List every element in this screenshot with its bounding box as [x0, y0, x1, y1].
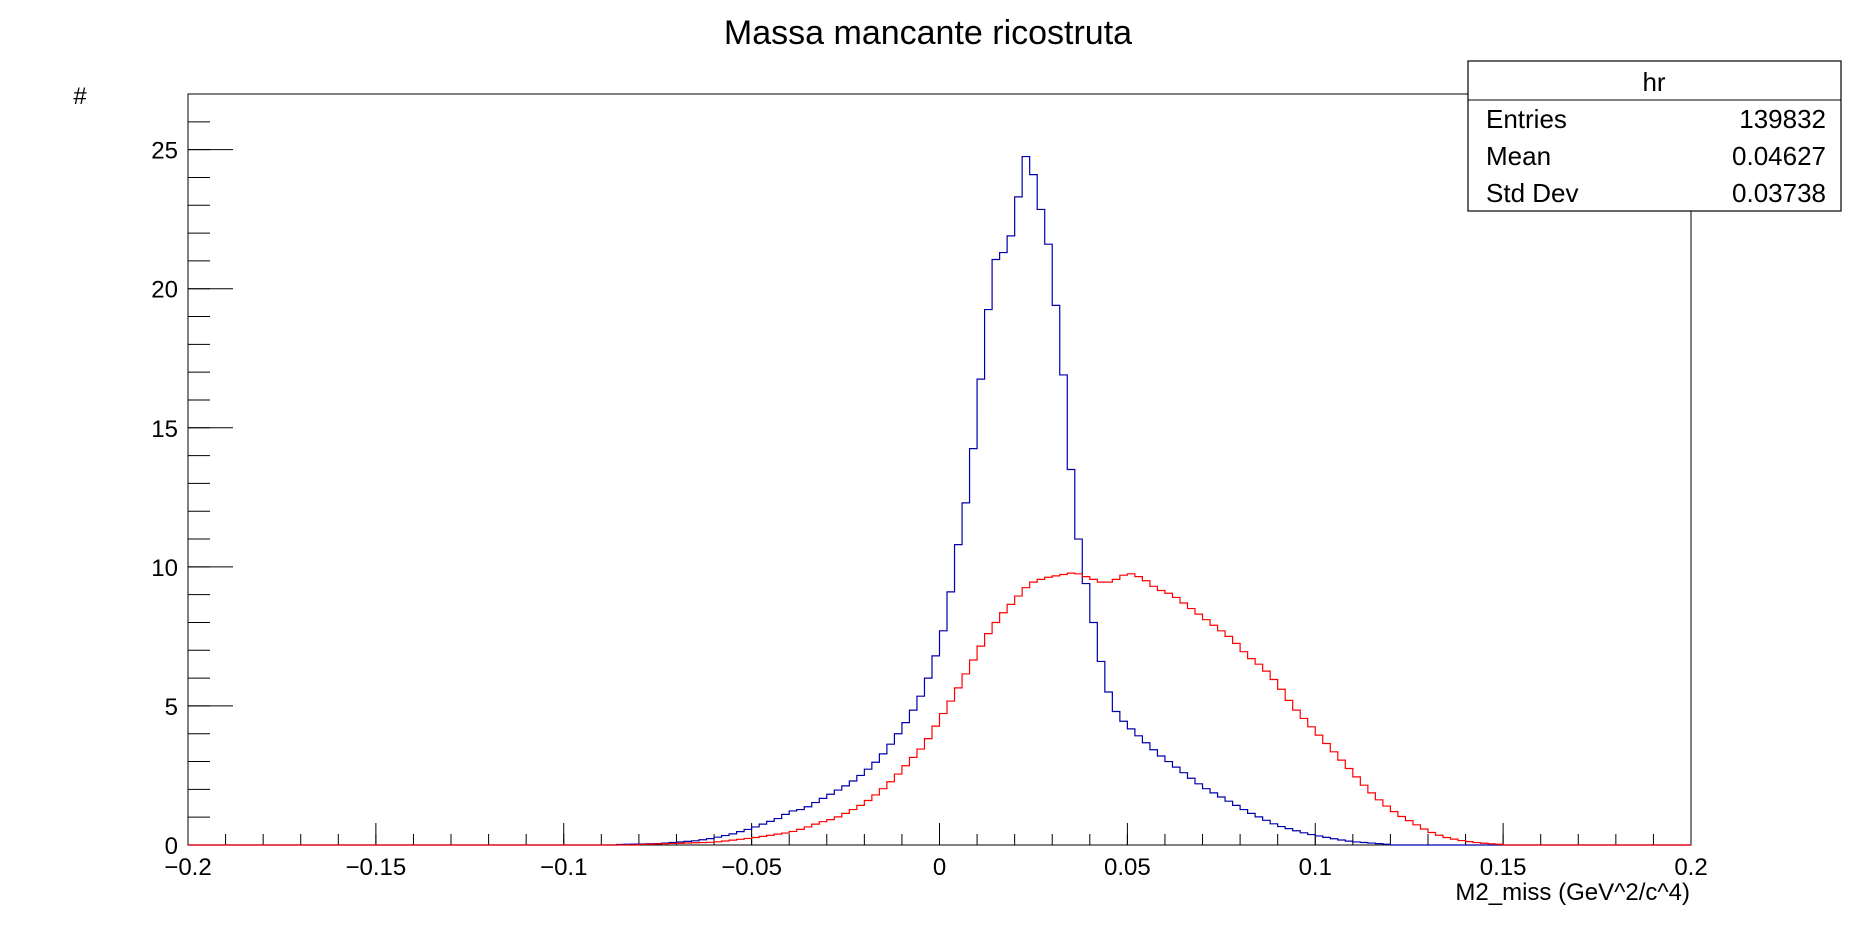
stats-mean-value: 0.04627 — [1732, 141, 1826, 171]
y-tick-label: 20 — [151, 277, 178, 304]
x-tick-label: 0 — [933, 854, 946, 881]
stats-stddev-value: 0.03738 — [1732, 178, 1826, 208]
histogram-series-1 — [188, 572, 1691, 846]
stats-box-frame — [1467, 60, 1842, 212]
x-tick-label: −0.15 — [346, 854, 407, 881]
x-tick-label: −0.1 — [540, 854, 587, 881]
y-tick-label: 0 — [165, 833, 178, 860]
stats-entries-value: 139832 — [1739, 104, 1826, 134]
x-tick-label: 0.1 — [1299, 854, 1332, 881]
stats-box: hr Entries 139832 Mean 0.04627 Std Dev 0… — [1467, 60, 1842, 212]
y-tick-label: 15 — [151, 416, 178, 443]
plot-frame — [187, 93, 1692, 846]
y-axis-label: # — [73, 83, 87, 110]
stats-stddev-label: Std Dev — [1486, 178, 1579, 208]
y-tick-label: 25 — [151, 138, 178, 165]
stats-entries-label: Entries — [1486, 104, 1567, 134]
histogram-series — [188, 155, 1691, 846]
chart-title: Massa mancante ricostruta — [724, 14, 1132, 52]
y-tick-label: 10 — [151, 555, 178, 582]
x-tick-label: 0.2 — [1674, 854, 1707, 881]
y-tick-label: 5 — [165, 694, 178, 721]
histogram-series-0 — [188, 155, 1691, 846]
x-tick-label: 0.15 — [1480, 854, 1527, 881]
axis-ticks: −0.2 −0.15 −0.1 −0.05 0 0.05 0.1 0.15 0.2 0 5 10 15 2… — [151, 93, 1708, 881]
stats-mean-label: Mean — [1486, 141, 1551, 171]
x-tick-label: 0.05 — [1104, 854, 1151, 881]
x-tick-label: −0.2 — [164, 854, 211, 881]
x-axis-label: M2_miss (GeV^2/c^4) — [1455, 879, 1690, 906]
x-tick-label: −0.05 — [721, 854, 782, 881]
stats-box-name: hr — [1642, 67, 1665, 97]
